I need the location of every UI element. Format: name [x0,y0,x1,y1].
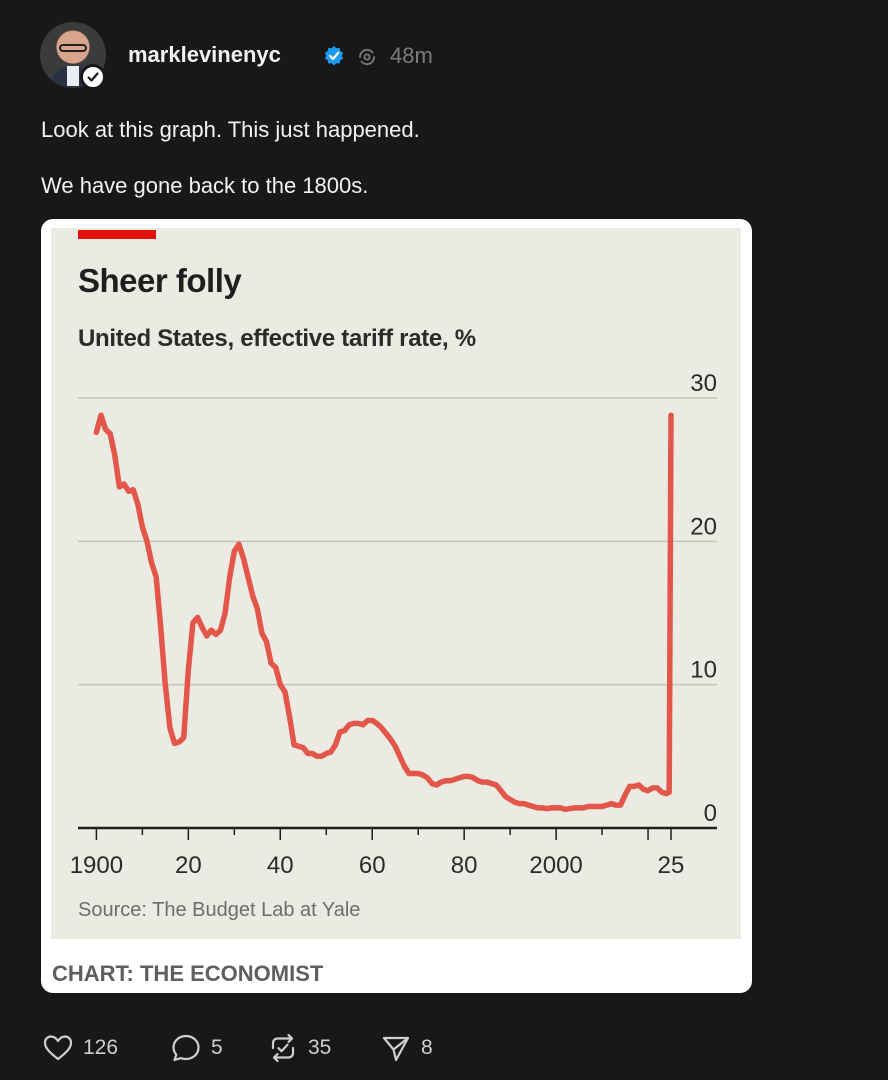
y-tick-label: 20 [690,513,717,540]
share-button[interactable]: 8 [379,1030,433,1066]
like-count: 126 [83,1036,119,1059]
avatar-glasses [59,44,87,52]
grid-layer: 0 10 20 30 [78,370,717,827]
x-tick-label: 80 [451,852,478,879]
repost-count: 35 [308,1036,332,1059]
post-header: marklevinenyc 48m [40,22,860,90]
send-icon [379,1031,413,1065]
chart-title: Sheer folly [78,262,242,299]
post-text-line-1: Look at this graph. This just happened. [41,117,420,142]
x-tick-label: 1900 [70,852,123,879]
x-tick-label: 60 [359,852,386,879]
share-count: 8 [421,1036,433,1059]
follow-check-icon[interactable] [80,64,106,90]
x-axis: 1900 20 40 60 80 2000 25 [70,826,717,879]
avatar-shirt [67,66,79,86]
chart-subtitle: United States, effective tariff rate, % [78,325,476,352]
y-tick-label: 0 [704,800,717,827]
reply-button[interactable]: 5 [169,1030,223,1066]
post-text-line-2: We have gone back to the 1800s. [41,173,369,198]
tariff-rate-line [93,412,674,813]
x-tick-label: 40 [267,852,294,879]
x-tick-label: 20 [175,852,202,879]
x-tick-label: 25 [658,852,685,879]
repost-icon [266,1031,300,1065]
like-button[interactable]: 126 [41,1030,118,1066]
y-tick-label: 10 [690,657,717,684]
post-time: 48m [390,43,433,68]
post-actions: 126 5 35 8 [41,1030,841,1066]
repost-button[interactable]: 35 [266,1030,331,1066]
chart-area: Sheer folly United States, effective tar… [51,228,741,939]
username[interactable]: marklevinenyc [128,42,281,67]
tariff-chart: Sheer folly United States, effective tar… [70,230,717,921]
reply-count: 5 [211,1036,223,1059]
chart-source: Source: The Budget Lab at Yale [78,899,360,921]
verified-icon [323,45,345,67]
economist-accent-bar [78,230,156,239]
repost-indicator-icon [356,46,378,68]
comment-icon [169,1031,203,1065]
chart-image-card[interactable]: Sheer folly United States, effective tar… [41,219,752,993]
x-tick-label: 2000 [529,852,582,879]
y-tick-label: 30 [690,370,717,397]
chart-credit: CHART: THE ECONOMIST [52,961,324,986]
heart-icon [41,1031,75,1065]
